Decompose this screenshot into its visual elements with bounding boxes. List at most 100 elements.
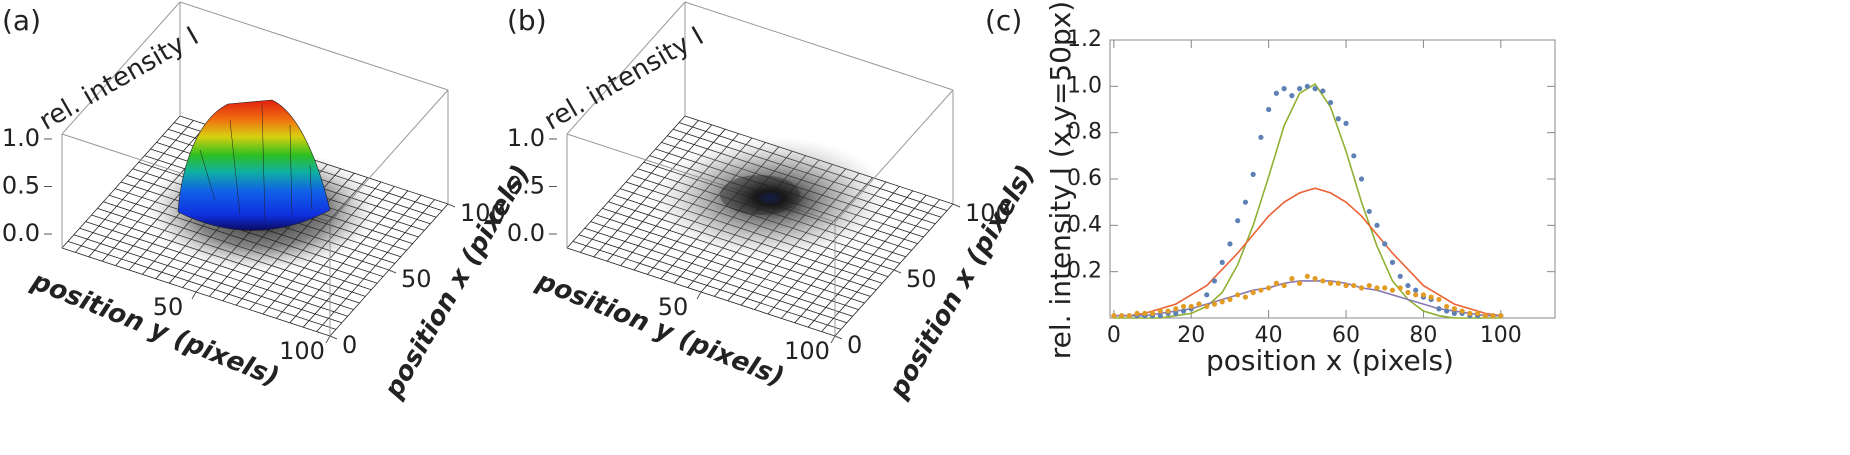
data-point: [1235, 218, 1241, 224]
x-tick-label: 80: [1409, 323, 1437, 348]
data-point: [1467, 310, 1473, 316]
y-tick-label: 100: [784, 337, 830, 365]
x-tick: [893, 269, 902, 274]
data-point: [1436, 296, 1442, 303]
data-point: [1188, 303, 1194, 310]
x-axis-label: position x (pixels): [1206, 344, 1454, 377]
x-tick-label: 40: [1255, 323, 1283, 348]
data-point: [1281, 282, 1287, 289]
data-point: [1211, 301, 1218, 307]
data-point: [1459, 308, 1465, 314]
x-tick-label: 0: [1107, 323, 1121, 348]
data-point: [1134, 310, 1140, 316]
data-point: [1374, 222, 1380, 228]
data-point: [1374, 285, 1380, 291]
x-tick-label: 100: [1480, 323, 1522, 348]
data-point: [1180, 308, 1187, 314]
data-point: [1397, 273, 1403, 279]
x-tick: [834, 335, 843, 340]
x-tick: [952, 203, 961, 208]
y-axis-label: position y (pixels): [531, 266, 788, 393]
data-point: [1397, 285, 1403, 291]
z-tick-label: 1.0: [507, 124, 545, 152]
data-point: [1413, 287, 1419, 293]
data-point: [1351, 153, 1357, 159]
data-point: [1266, 106, 1272, 113]
data-point: [1281, 86, 1287, 92]
data-point: [1273, 280, 1279, 286]
data-point: [1498, 313, 1504, 319]
data-point: [1451, 310, 1457, 316]
data-point: [1389, 259, 1396, 265]
z-tick-label: 0.5: [2, 172, 40, 200]
data-point: [1250, 289, 1256, 296]
data-point: [1436, 306, 1442, 312]
data-point: [1273, 90, 1279, 96]
data-point: [1111, 313, 1117, 319]
panel-label: (a): [2, 4, 41, 37]
data-point: [1482, 313, 1488, 319]
y-tick: [191, 291, 197, 300]
data-point: [1389, 287, 1396, 293]
data-point: [1358, 285, 1365, 291]
y-tick-label: 0.8: [1067, 120, 1102, 145]
z-tick-label: 0.0: [2, 219, 40, 247]
data-point: [1366, 282, 1372, 289]
y-axis-label: rel. intensity I (x,y=50px): [1044, 1, 1077, 359]
data-point: [1327, 280, 1334, 286]
grid-line: [794, 190, 914, 324]
data-point: [1327, 99, 1334, 106]
data-point: [1428, 294, 1434, 300]
data-point: [1180, 303, 1187, 310]
surface: [650, 136, 890, 260]
data-point: [1312, 276, 1318, 282]
data-point: [1227, 241, 1233, 247]
data-point: [1289, 93, 1295, 99]
data-point: [1343, 120, 1349, 126]
x-tick-label: 100: [460, 199, 506, 227]
data-point: [1343, 282, 1349, 289]
data-point: [1149, 310, 1156, 316]
data-point: [1219, 299, 1225, 305]
data-point: [1242, 294, 1249, 300]
data-point: [1227, 296, 1233, 303]
data-point: [1405, 282, 1411, 289]
y-tick-label: 0.4: [1067, 212, 1102, 237]
data-point: [1358, 176, 1365, 182]
data-point: [1258, 287, 1264, 293]
data-point: [1165, 308, 1171, 314]
x-tick-label: 50: [401, 265, 432, 293]
y-tick-label: 50: [658, 293, 689, 321]
data-point: [1413, 292, 1419, 298]
data-point: [1142, 310, 1148, 316]
data-point: [1475, 310, 1481, 316]
data-point: [1157, 313, 1163, 319]
data-point: [1444, 308, 1450, 314]
data-point: [1351, 282, 1357, 289]
fit-line: [1113, 82, 1501, 319]
data-point: [1335, 116, 1341, 122]
z-axis-label: rel. intensity I: [539, 21, 709, 136]
x-tick-label: 50: [906, 265, 937, 293]
data-point: [1405, 289, 1411, 296]
y-tick: [325, 335, 331, 344]
x-tick-label: 100: [965, 199, 1011, 227]
z-tick-label: 0.0: [507, 219, 545, 247]
fit-line: [1113, 187, 1501, 317]
data-point: [1335, 280, 1341, 286]
data-point: [1289, 276, 1295, 282]
data-point: [1258, 134, 1264, 140]
x-tick: [388, 269, 397, 274]
fit-line: [1113, 280, 1501, 317]
grid-line: [821, 199, 940, 332]
data-point: [1119, 313, 1125, 319]
data-point: [1204, 292, 1210, 298]
plot-frame: [1109, 39, 1556, 319]
panel-label: (b): [507, 4, 547, 37]
data-point: [1444, 303, 1450, 310]
data-point: [1242, 199, 1249, 205]
z-tick-label: 0.5: [507, 172, 545, 200]
z-axis-label: rel. intensity I: [34, 21, 204, 136]
data-point: [1451, 306, 1457, 312]
